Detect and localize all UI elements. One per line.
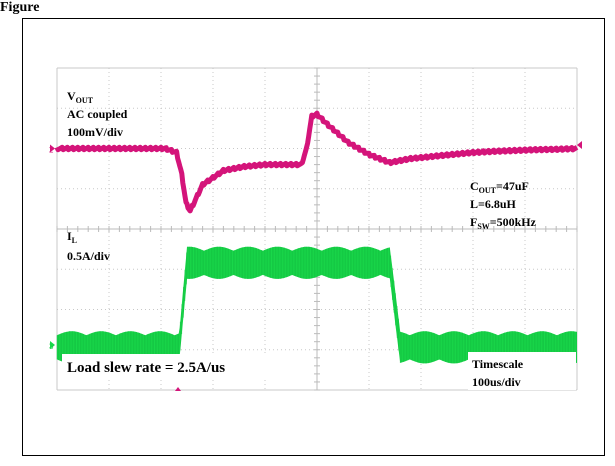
vout-label: VOUT bbox=[67, 89, 94, 105]
vout-scale-label: 100mV/div bbox=[67, 125, 123, 139]
timescale-box bbox=[468, 352, 576, 390]
fsw-label: FSW=500kHz bbox=[470, 215, 537, 231]
il-trace-ripple bbox=[56, 246, 577, 364]
il-label: IL bbox=[67, 229, 77, 245]
inductor-label: L=6.8uH bbox=[470, 197, 517, 211]
slew-rate-label: Load slew rate = 2.5A/us bbox=[67, 360, 225, 376]
timescale-label: Timescale bbox=[472, 357, 524, 371]
slew-rate-box bbox=[62, 354, 274, 378]
scope-labels: VOUT AC coupled 100mV/div IL 0.5A/div CO… bbox=[62, 89, 576, 390]
ch3-number: 3 bbox=[49, 342, 54, 351]
scope-traces bbox=[54, 110, 579, 364]
figure-heading: Figure bbox=[0, 0, 40, 15]
il-scale-label: 0.5A/div bbox=[67, 249, 110, 263]
trigger-level-marker bbox=[577, 141, 582, 149]
timescale-value: 100us/div bbox=[472, 375, 521, 389]
scope-markers: 23 bbox=[49, 141, 582, 391]
ch2-marker bbox=[50, 144, 55, 153]
ch3-marker bbox=[50, 341, 55, 349]
trigger-position-marker bbox=[175, 387, 181, 391]
vout-coupling-label: AC coupled bbox=[67, 107, 128, 121]
vout-trace bbox=[54, 110, 579, 214]
ch2-number: 2 bbox=[49, 146, 54, 155]
cout-label: COUT=47uF bbox=[470, 179, 529, 195]
